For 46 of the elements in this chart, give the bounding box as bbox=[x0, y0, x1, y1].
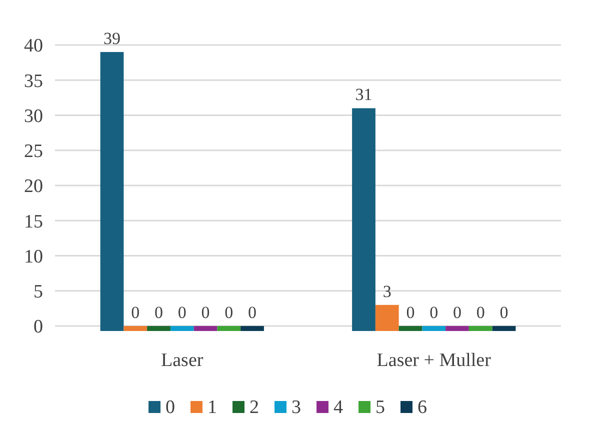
data-label: 0 bbox=[224, 303, 234, 322]
legend-label: 6 bbox=[418, 397, 427, 418]
data-label: 0 bbox=[248, 303, 257, 322]
y-tick-label: 10 bbox=[24, 246, 43, 268]
bar bbox=[422, 326, 446, 331]
bar bbox=[468, 326, 492, 331]
data-label: 0 bbox=[430, 303, 438, 322]
y-tick-label: 35 bbox=[24, 70, 43, 92]
data-label: 0 bbox=[154, 303, 164, 322]
bar bbox=[100, 52, 124, 331]
data-label: 0 bbox=[476, 303, 485, 322]
data-label: 31 bbox=[355, 85, 372, 104]
y-tick-label: 40 bbox=[24, 36, 43, 57]
bar bbox=[375, 304, 399, 331]
data-label: 39 bbox=[104, 29, 120, 48]
data-label: 0 bbox=[178, 303, 186, 322]
bar bbox=[492, 326, 516, 331]
y-tick-label: 25 bbox=[24, 141, 43, 162]
data-label: 0 bbox=[406, 303, 415, 322]
legend-label: 2 bbox=[250, 397, 259, 418]
data-label: 0 bbox=[201, 303, 210, 322]
bar bbox=[194, 326, 218, 331]
bar bbox=[240, 326, 264, 331]
bar bbox=[124, 326, 148, 331]
bar bbox=[398, 326, 422, 331]
data-label: 0 bbox=[452, 303, 462, 322]
x-tick-label: Laser + Muller bbox=[376, 350, 492, 371]
legend-label: 3 bbox=[292, 397, 301, 418]
data-label: 0 bbox=[500, 303, 508, 322]
bar bbox=[147, 326, 170, 331]
y-tick-label: 20 bbox=[24, 176, 43, 198]
y-tick-label: 0 bbox=[34, 316, 43, 338]
y-tick-label: 30 bbox=[24, 106, 43, 127]
bar bbox=[170, 326, 194, 331]
legend-label: 4 bbox=[334, 397, 344, 418]
data-label: 0 bbox=[131, 303, 140, 322]
y-tick-label: 5 bbox=[34, 282, 43, 303]
bar bbox=[352, 108, 376, 331]
legend-label: 1 bbox=[208, 397, 217, 418]
legend-label: 5 bbox=[376, 397, 385, 418]
bar bbox=[446, 326, 469, 331]
data-label: 3 bbox=[382, 282, 392, 301]
bar bbox=[217, 326, 241, 331]
x-tick-label: Laser bbox=[161, 350, 204, 371]
y-tick-label: 15 bbox=[24, 211, 43, 232]
legend-label: 0 bbox=[166, 397, 175, 418]
